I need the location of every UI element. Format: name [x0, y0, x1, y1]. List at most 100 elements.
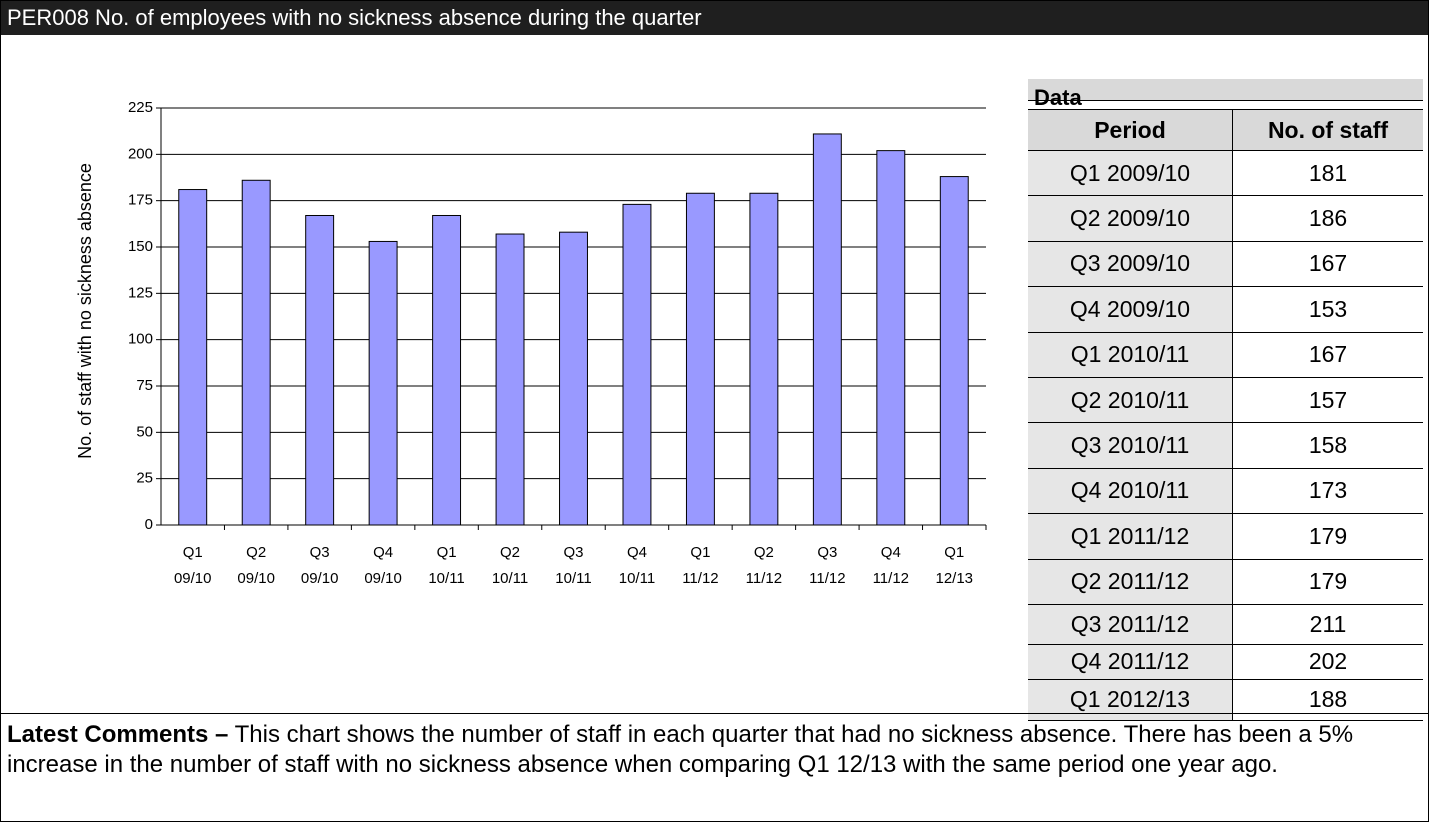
y-tick-label: 200: [128, 145, 153, 162]
column-header: Period: [1028, 110, 1233, 150]
table-cell: Q4 2009/10: [1028, 287, 1233, 332]
y-tick-label: 0: [145, 516, 153, 533]
table-cell: Q1 2011/12: [1028, 514, 1233, 559]
table-cell: 167: [1233, 332, 1423, 377]
table-row: Q2 2010/11 157: [1028, 377, 1423, 424]
y-tick-label: 150: [128, 238, 153, 255]
table-cell: Q3 2011/12: [1028, 604, 1233, 644]
table-cell: Q4 2011/12: [1028, 644, 1233, 679]
bar: [495, 233, 525, 526]
table-row: Q4 2011/12 202: [1028, 644, 1423, 680]
bar: [559, 231, 588, 526]
x-tick-label-line: 09/10: [301, 570, 339, 587]
x-tick-label: Q3 09/10: [301, 544, 339, 587]
x-tick-label: Q3 10/11: [555, 544, 591, 587]
table-cell: 167: [1233, 241, 1423, 287]
bar: [876, 150, 906, 526]
y-tick-label: 125: [128, 284, 153, 301]
x-tick-label-line: Q2: [500, 544, 520, 561]
column-header: No. of staff: [1233, 110, 1423, 150]
table-row: Q1 2010/11 167: [1028, 332, 1423, 378]
table-cell: 179: [1233, 559, 1423, 604]
y-axis-label: No. of staff with no sickness absence: [75, 163, 95, 459]
x-tick-label-line: Q4: [881, 544, 901, 561]
x-tick-label-line: Q2: [754, 544, 774, 561]
x-tick-label: Q4 11/12: [873, 544, 909, 587]
table-cell: 158: [1233, 423, 1423, 468]
table-cell: 211: [1233, 604, 1423, 644]
x-tick-label-line: Q1: [944, 544, 964, 561]
table-cell: Q3 2010/11: [1028, 423, 1233, 468]
comments-label: Latest Comments –: [7, 721, 229, 748]
table-row: Q3 2009/10 167: [1028, 241, 1423, 288]
y-tick-label: 75: [136, 377, 153, 394]
x-tick-label-line: 09/10: [237, 570, 275, 587]
x-tick-label-line: Q3: [310, 544, 330, 561]
table-title-row: Data: [1028, 79, 1423, 110]
bar: [368, 240, 398, 526]
y-tick-label: 25: [136, 470, 153, 487]
table-row: Q1 2009/10 181: [1028, 151, 1423, 197]
x-tick-label-line: Q4: [627, 544, 647, 561]
table-cell: 181: [1233, 151, 1423, 196]
data-table: Data Period No. of staff Q1 2009/10 181 Q2 20…: [1028, 79, 1423, 721]
x-tick-label-line: 11/12: [746, 570, 782, 587]
table-cell: Q1 2010/11: [1028, 332, 1233, 377]
bar: [749, 192, 779, 526]
x-tick-label: Q4 09/10: [364, 544, 402, 587]
y-tick-label: 100: [128, 331, 153, 348]
x-tick-label: Q4 10/11: [619, 544, 655, 587]
x-tick-label: Q1 10/11: [428, 544, 464, 587]
y-tick-label: 225: [128, 99, 153, 116]
chart: No. of staff with no sickness absence 0 25…: [75, 99, 987, 587]
comments: Latest Comments – This chart shows the n…: [1, 713, 1428, 821]
x-tick-label-line: 11/12: [682, 570, 718, 587]
table-cell: 202: [1233, 644, 1423, 679]
table-row: Q3 2010/11 158: [1028, 423, 1423, 469]
table-title: Data: [1034, 85, 1082, 110]
table-row: Q4 2009/10 153: [1028, 287, 1423, 333]
table-row: Q3 2011/12 211: [1028, 604, 1423, 645]
table-row: Q2 2009/10 186: [1028, 196, 1423, 242]
bar: [432, 214, 462, 526]
x-tick-label: Q1 11/12: [682, 544, 718, 587]
y-tick-label: 175: [128, 192, 153, 209]
bar: [622, 203, 652, 526]
x-tick-label-line: Q3: [563, 544, 583, 561]
table-cell: 157: [1233, 377, 1423, 423]
bar: [305, 214, 335, 526]
table-row: Q4 2010/11 173: [1028, 468, 1423, 515]
y-tick-label: 50: [136, 423, 153, 440]
table-cell: 173: [1233, 468, 1423, 514]
x-tick-label-line: Q2: [246, 544, 266, 561]
table-row: Q2 2011/12 179: [1028, 559, 1423, 605]
table-cell: Q1 2009/10: [1028, 151, 1233, 196]
x-tick-label-line: 11/12: [809, 570, 845, 587]
bar: [178, 189, 208, 526]
table-row: Q1 2011/12 179: [1028, 514, 1423, 560]
bar: [939, 176, 969, 526]
table-cell: 153: [1233, 287, 1423, 332]
x-tick-label-line: 09/10: [174, 570, 212, 587]
bar: [241, 179, 271, 526]
x-tick-label-line: 09/10: [364, 570, 402, 587]
x-tick-label: Q1 09/10: [174, 544, 212, 587]
comments-text: This chart shows the number of staff in …: [7, 721, 1354, 778]
table-cell: 186: [1233, 196, 1423, 241]
x-tick-label: Q2 10/11: [492, 544, 528, 587]
x-tick-label-line: Q1: [437, 544, 457, 561]
x-tick-label-line: Q3: [817, 544, 837, 561]
header-title: PER008 No. of employees with no sickness…: [1, 1, 1428, 35]
table-cell: Q2 2010/11: [1028, 377, 1233, 423]
x-tick-label-line: Q4: [373, 544, 393, 561]
x-tick-label: Q1 12/13: [935, 544, 973, 587]
x-tick-label-line: 12/13: [935, 570, 973, 587]
x-tick-label-line: Q1: [183, 544, 203, 561]
x-tick-label-line: 11/12: [873, 570, 909, 587]
table-cell: Q2 2011/12: [1028, 559, 1233, 604]
x-tick-label-line: 10/11: [555, 570, 591, 587]
table-cell: Q3 2009/10: [1028, 241, 1233, 287]
table-cell: 179: [1233, 514, 1423, 559]
x-tick-label-line: Q1: [690, 544, 710, 561]
